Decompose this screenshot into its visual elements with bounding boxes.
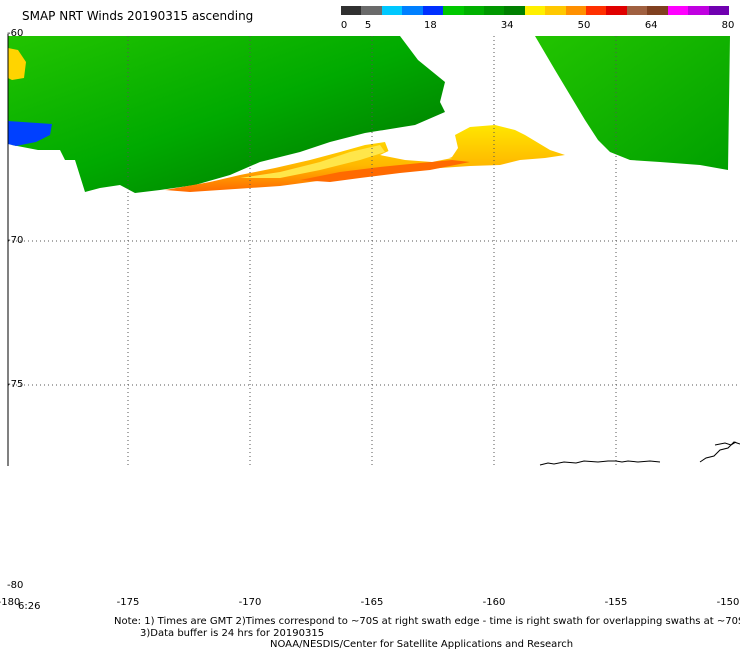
footnote-block: Note: 1) Times are GMT 2)Times correspon… [114, 616, 740, 651]
colorbar-segment [545, 6, 566, 15]
footnote-line-2: 3)Data buffer is 24 hrs for 20190315 [140, 627, 325, 639]
swath-time-label: 6:26 [18, 601, 41, 612]
lon-label-150: -150 [716, 597, 740, 608]
footnote-line-3: NOAA/NESDIS/Center for Satellite Applica… [270, 639, 574, 650]
colorbar-segment [708, 6, 730, 15]
lat-label-70: -70 [7, 235, 24, 246]
lon-label-175: -175 [116, 597, 140, 608]
colorbar-segment [341, 6, 362, 15]
wind-swath-right [535, 36, 730, 170]
lon-label-155: -155 [604, 597, 628, 608]
colorbar-segment [524, 6, 546, 15]
colorbar-tick-label: 50 [577, 20, 591, 31]
wind-swath-left [8, 36, 565, 193]
lon-label-160: -160 [482, 597, 506, 608]
colorbar-segment [647, 6, 668, 15]
colorbar-segment [402, 6, 423, 15]
colorbar-segment [443, 6, 464, 15]
colorbar-segment [504, 6, 525, 15]
colorbar-segment [606, 6, 627, 15]
colorbar-segment [586, 6, 607, 15]
colorbar-segment [688, 6, 709, 15]
colorbar-tick-label: 0 [340, 20, 348, 31]
lon-label-170: -170 [238, 597, 262, 608]
colorbar-tick-label: 34 [500, 20, 514, 31]
map-title: SMAP NRT Winds 20190315 ascending [22, 9, 254, 23]
colorbar-tick-label: 5 [364, 20, 372, 31]
lat-label-60: -60 [7, 28, 24, 39]
footnote-line-1: Note: 1) Times are GMT 2)Times correspon… [114, 616, 740, 627]
colorbar-tick-label: 64 [644, 20, 658, 31]
colorbar-segment [626, 6, 648, 15]
colorbar-segment [483, 6, 505, 15]
colorbar-segment [381, 6, 403, 15]
coastline [539, 441, 740, 466]
colorbar-segment [565, 6, 587, 15]
colorbar-segment [463, 6, 484, 15]
wind-speed-colorbar [341, 6, 730, 15]
lat-label-75: -75 [7, 379, 24, 390]
colorbar-segment [667, 6, 689, 15]
colorbar-tick-label: 80 [721, 20, 735, 31]
lon-label-180-left: -180 [0, 597, 21, 608]
lon-label-165: -165 [360, 597, 384, 608]
lat-label-80: -80 [7, 580, 24, 591]
colorbar-segment [422, 6, 444, 15]
colorbar-segment [361, 6, 382, 15]
colorbar-tick-label: 18 [424, 20, 437, 31]
